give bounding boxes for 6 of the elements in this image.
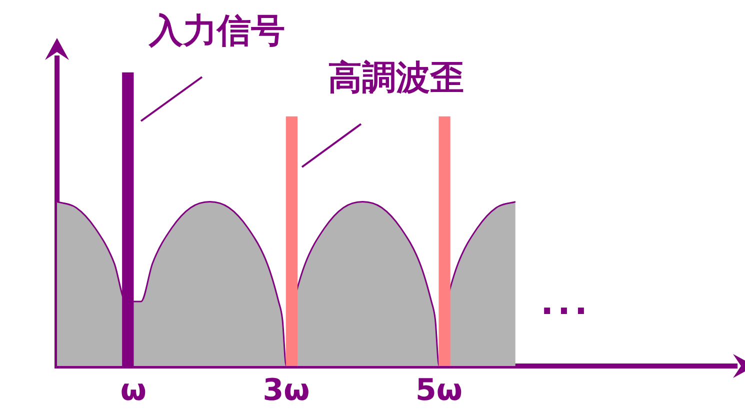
text: 入力信号 bbox=[149, 10, 285, 53]
annotation: ... bbox=[540, 283, 592, 323]
annotation: 高調波歪 bbox=[328, 57, 464, 100]
x-tick-label: ω bbox=[120, 372, 146, 408]
x-tick-label: 3ω bbox=[262, 372, 310, 408]
x-tick-label: 5ω bbox=[416, 372, 462, 408]
